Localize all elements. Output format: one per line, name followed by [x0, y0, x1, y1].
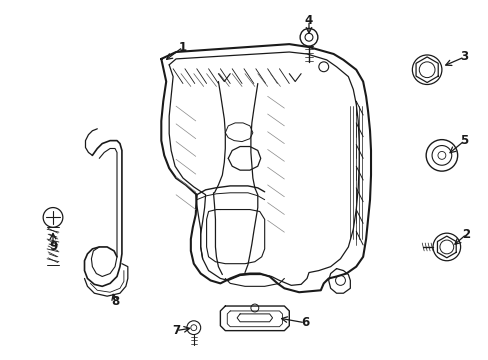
Circle shape	[432, 233, 460, 261]
Text: 2: 2	[462, 228, 469, 240]
Text: 5: 5	[460, 134, 468, 147]
Circle shape	[437, 152, 445, 159]
Circle shape	[418, 62, 434, 78]
Circle shape	[318, 62, 328, 72]
Text: 7: 7	[172, 324, 180, 337]
Circle shape	[439, 240, 453, 254]
Text: 9: 9	[49, 240, 57, 253]
Circle shape	[425, 140, 457, 171]
Circle shape	[335, 275, 345, 285]
Circle shape	[186, 321, 200, 334]
Text: 4: 4	[304, 14, 312, 27]
Circle shape	[305, 33, 312, 41]
Text: 1: 1	[179, 41, 186, 54]
Circle shape	[411, 55, 441, 85]
Circle shape	[250, 304, 258, 312]
Text: 6: 6	[300, 316, 308, 329]
Text: 3: 3	[460, 50, 468, 63]
Circle shape	[431, 145, 451, 165]
Text: 8: 8	[111, 294, 119, 307]
Circle shape	[190, 325, 196, 330]
Circle shape	[43, 208, 63, 227]
Circle shape	[300, 28, 317, 46]
